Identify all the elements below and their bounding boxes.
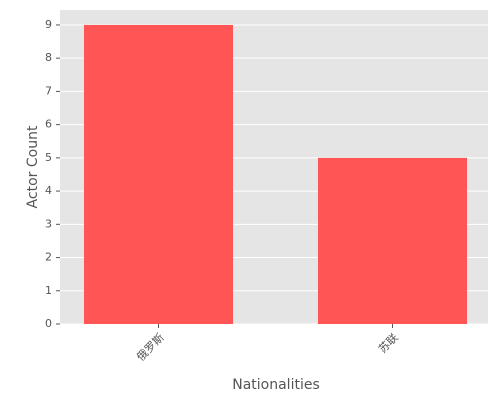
y-tick-label: 2 <box>45 251 52 264</box>
y-tick-label: 1 <box>45 284 52 297</box>
y-tick-label: 0 <box>45 317 52 330</box>
y-tick-label: 7 <box>45 84 52 97</box>
x-tick-label: 俄罗斯 <box>134 331 167 364</box>
bar <box>318 157 467 324</box>
y-tick-label: 6 <box>45 118 52 131</box>
y-axis-label: Actor Count <box>25 125 41 208</box>
y-tick-label: 8 <box>45 51 52 64</box>
y-tick-label: 3 <box>45 217 52 230</box>
bar <box>84 24 233 324</box>
y-tick-label: 5 <box>45 151 52 164</box>
y-tick-label: 9 <box>45 18 52 31</box>
y-tick-label: 4 <box>45 184 52 197</box>
x-axis-label: Nationalities <box>232 377 320 393</box>
x-tick-label: 苏联 <box>376 331 401 356</box>
